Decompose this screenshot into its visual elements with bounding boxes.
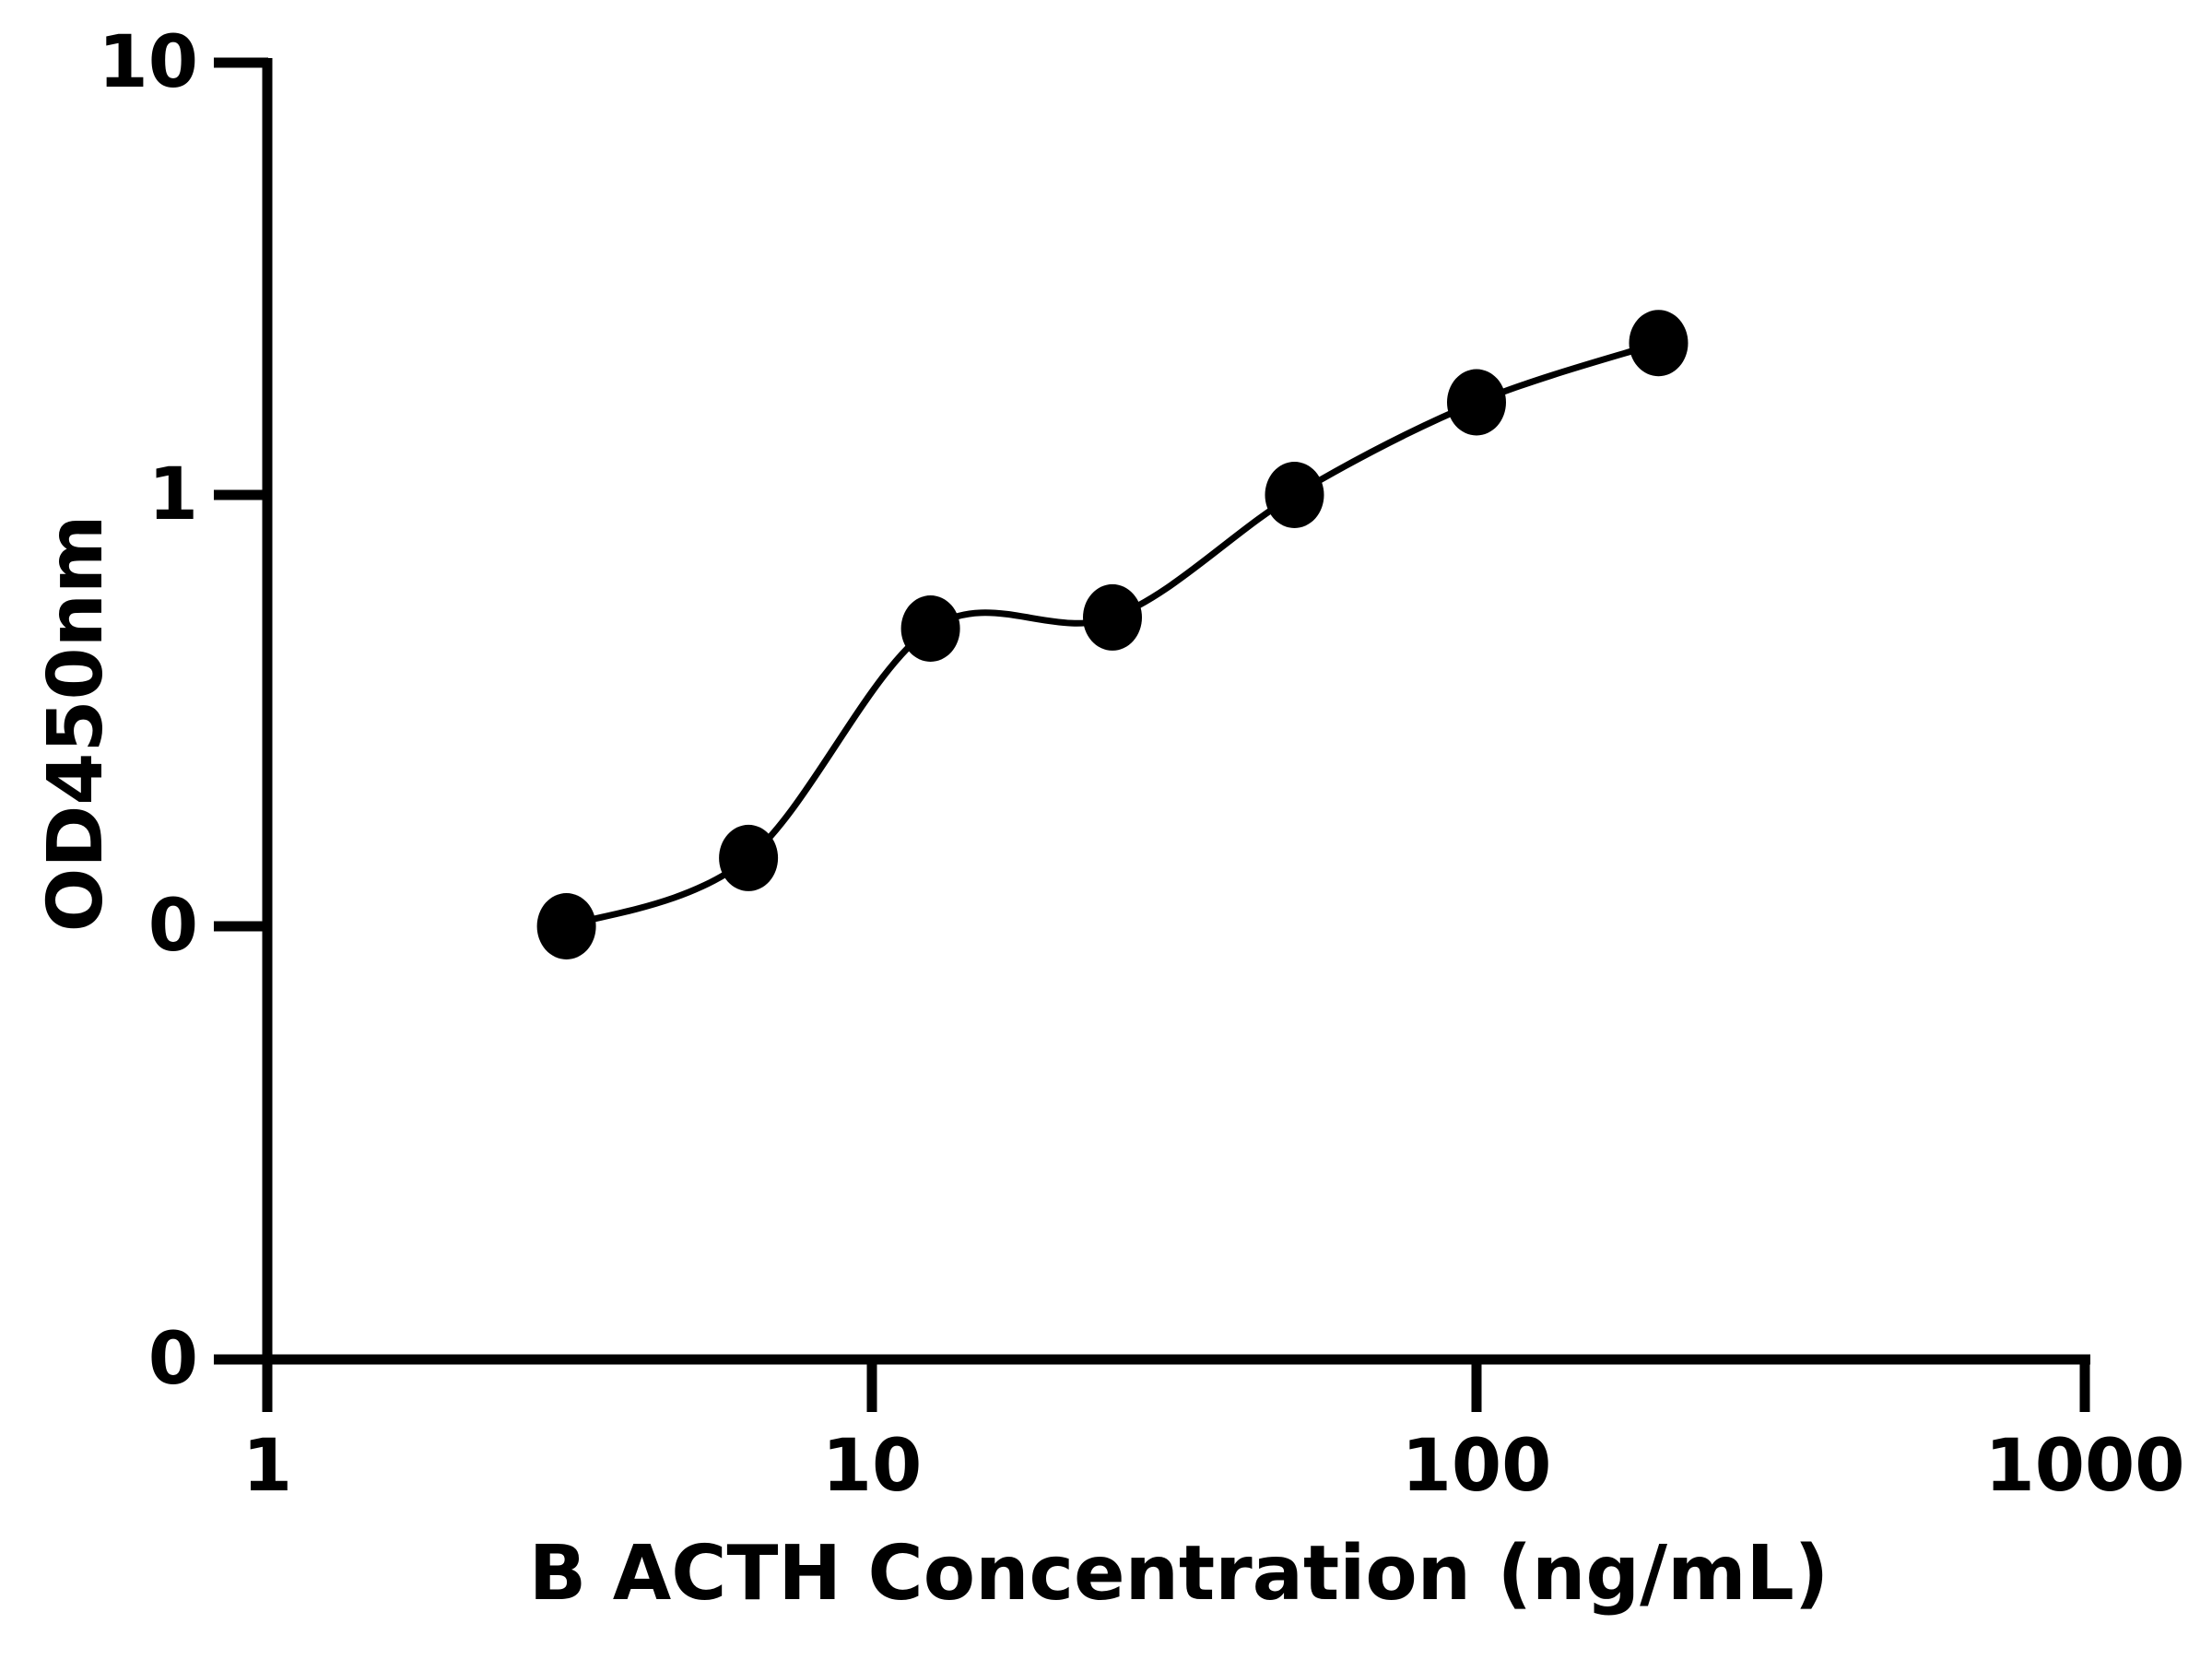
y-tick-marks [214, 57, 268, 1365]
data-point [1447, 369, 1506, 436]
data-point [719, 824, 779, 891]
data-layer [536, 310, 1688, 959]
data-point [900, 595, 960, 662]
data-point [1083, 583, 1142, 651]
x-axis-title: B ACTH Concentration (ng/mL) [529, 1530, 1830, 1618]
x-tick-labels: 1 10 100 1000 [242, 1425, 2185, 1508]
y-tick-label-1: 1 [148, 453, 198, 536]
y-tick-label-0: 0 [148, 1318, 198, 1401]
y-tick-label-10: 10 [98, 21, 198, 104]
x-tick-label-100: 100 [1402, 1425, 1552, 1508]
data-point-group [536, 310, 1688, 959]
x-tick-label-1000: 1000 [1984, 1425, 2184, 1508]
x-tick-label-10: 10 [822, 1425, 923, 1508]
x-tick-marks [262, 1358, 2090, 1412]
y-tick-label-0point1: 0 [148, 885, 198, 968]
y-tick-labels: 10 1 0 0 [98, 21, 198, 1401]
data-point [1629, 310, 1688, 377]
x-tick-label-1: 1 [242, 1425, 292, 1508]
data-point [536, 893, 596, 959]
axis-group [262, 58, 2090, 1365]
data-point [1265, 462, 1324, 528]
y-axis-title: OD450nm [32, 515, 120, 933]
